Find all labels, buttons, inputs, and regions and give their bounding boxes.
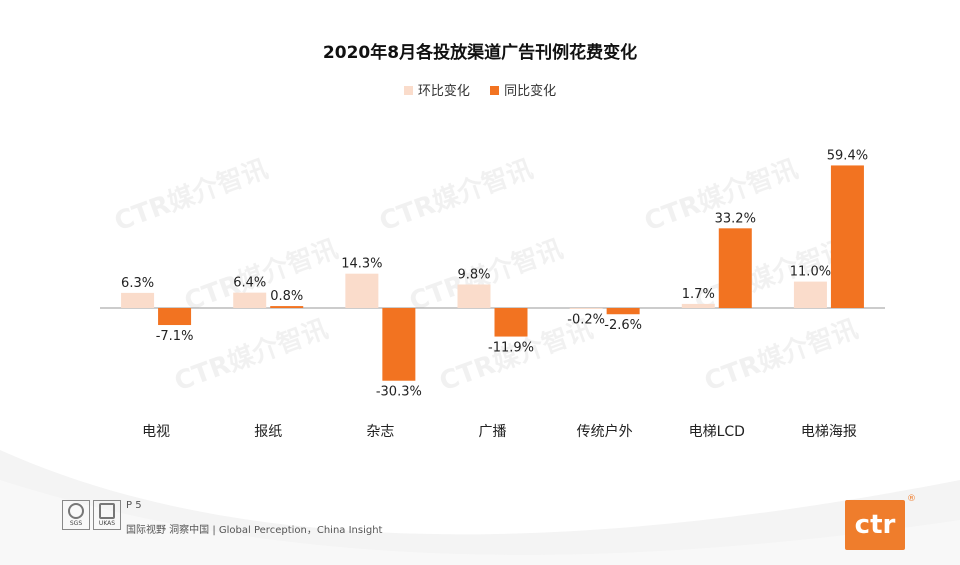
legend-swatch-mom: [403, 86, 413, 95]
bar-yoy: [718, 228, 752, 308]
page-number: P 5: [126, 500, 142, 511]
legend-label-mom: 环比变化: [417, 84, 470, 99]
data-label-yoy: 59.4%: [827, 148, 868, 163]
legend-item-mom: 环比变化: [403, 80, 470, 99]
data-label-mom: 1.7%: [682, 287, 715, 302]
category-label: 电视: [142, 424, 170, 440]
data-label-yoy: -11.9%: [488, 341, 534, 356]
bar-mom: [457, 284, 491, 308]
data-label-mom: 6.3%: [121, 276, 154, 291]
bar-yoy: [494, 308, 528, 337]
category-label: 电梯LCD: [689, 424, 745, 440]
registered-mark: ®: [907, 494, 916, 504]
ctr-logo: ctr: [845, 500, 905, 550]
chart-legend: 环比变化 同比变化: [0, 80, 960, 99]
sgs-cert-badge: SGS: [62, 500, 90, 530]
category-label: 电梯海报: [801, 424, 857, 440]
chart-title: 2020年8月各投放渠道广告刊例花费变化: [322, 43, 638, 63]
data-label-yoy: -2.6%: [604, 318, 642, 333]
bar-mom: [793, 281, 827, 308]
bar-yoy: [382, 308, 416, 381]
data-label-mom: -0.2%: [567, 312, 605, 327]
bar-yoy: [830, 165, 864, 308]
data-label-mom: 14.3%: [341, 257, 382, 272]
category-label: 广播: [479, 424, 507, 440]
bar-yoy: [158, 308, 192, 326]
legend-item-yoy: 同比变化: [490, 80, 556, 99]
bar-mom: [345, 273, 379, 308]
data-label-mom: 11.0%: [790, 265, 831, 280]
footer-slogan: 国际视野 洞察中国 | Global Perception，China Insi…: [126, 525, 383, 536]
bar-mom: [121, 292, 155, 308]
data-label-yoy: -7.1%: [156, 329, 194, 344]
category-label: 传统户外: [577, 423, 633, 440]
bar-yoy: [606, 308, 640, 315]
data-label-yoy: -30.3%: [376, 385, 422, 400]
bar-yoy: [270, 306, 304, 308]
bar-mom: [569, 308, 603, 309]
data-label-mom: 9.8%: [457, 267, 490, 282]
ukas-cert-badge: UKAS: [93, 500, 121, 530]
bar-mom: [233, 292, 267, 308]
data-label-mom: 6.4%: [233, 276, 266, 291]
category-label: 杂志: [366, 424, 394, 440]
legend-label-yoy: 同比变化: [504, 84, 557, 99]
data-label-yoy: 0.8%: [270, 289, 303, 304]
legend-swatch-yoy: [490, 86, 500, 95]
background-swoosh: [0, 450, 960, 565]
bar-chart: 6.3% -7.1% 电视 6.4% 0.8% 报纸 14.3% -30.3% 杂志 9.8% -1…: [100, 148, 885, 440]
category-label: 报纸: [254, 424, 282, 440]
bar-mom: [681, 303, 715, 308]
data-label-yoy: 33.2%: [715, 211, 756, 226]
